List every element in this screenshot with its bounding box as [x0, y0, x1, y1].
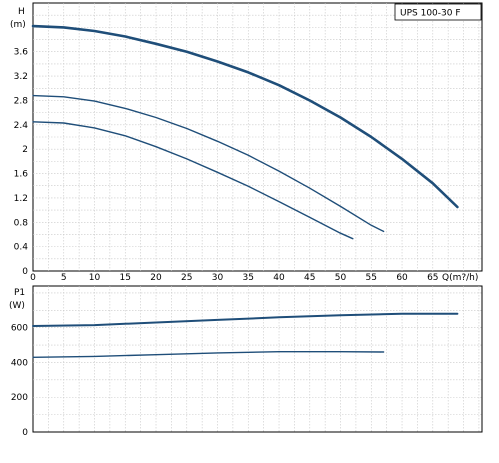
power-grid — [33, 286, 482, 432]
flow-x-tick-label: 60 — [396, 273, 408, 283]
head-axis-label: H — [18, 7, 25, 17]
title-box — [394, 3, 482, 21]
flow-x-tick-label: 35 — [243, 273, 254, 283]
power-y-tick-label: 600 — [11, 324, 28, 334]
flow-x-tick-label: 10 — [89, 273, 101, 283]
flow-x-tick-label: 0 — [30, 273, 36, 283]
power-y-tick-label: 0 — [22, 428, 28, 438]
head-axis-unit: (m) — [10, 20, 26, 30]
flow-x-tick-label: 45 — [304, 273, 315, 283]
flow-axis-label: Q(m?/h) — [442, 273, 478, 283]
flow-x-tick-label: 55 — [366, 273, 377, 283]
power-y-tick-label: 200 — [11, 393, 28, 403]
head-y-ticks: 0 0.4 0.8 1.2 1.6 2 2.4 2.8 3.2 3.6 — [14, 48, 29, 277]
head-y-tick-label: 3.6 — [14, 48, 29, 58]
head-curve-1 — [31, 24, 459, 209]
power-curve-panel: 0 200 400 600 P1 (W) — [9, 285, 483, 438]
power-axis-label: P1 — [14, 288, 25, 298]
flow-x-tick-label: 20 — [150, 273, 162, 283]
power-y-tick-label: 400 — [11, 358, 28, 368]
head-curve-2 — [32, 94, 385, 233]
power-plot-frame — [32, 285, 483, 433]
flow-x-tick-label: 30 — [212, 273, 224, 283]
head-y-tick-label: 2.8 — [14, 96, 29, 106]
chart-title: UPS 100-30 F — [400, 9, 461, 19]
head-grid — [33, 3, 482, 271]
flow-x-tick-label: 5 — [61, 273, 67, 283]
head-y-tick-label: 2 — [22, 145, 28, 155]
head-x-ticks: 0 5 10 15 20 25 30 35 40 45 50 55 60 65 — [30, 273, 438, 283]
power-curve-1 — [32, 312, 459, 327]
head-y-tick-label: 1.2 — [14, 194, 28, 204]
power-y-ticks: 0 200 400 600 — [11, 324, 28, 438]
head-y-tick-label: 2.4 — [14, 121, 29, 131]
head-y-tick-label: 3.2 — [14, 72, 28, 82]
head-plot-frame — [32, 2, 483, 272]
flow-x-tick-label: 15 — [120, 273, 131, 283]
flow-x-tick-label: 25 — [181, 273, 192, 283]
power-series — [32, 312, 459, 358]
head-y-tick-label: 0.8 — [14, 218, 29, 228]
head-y-tick-label: 0.4 — [14, 243, 29, 253]
head-series — [31, 24, 459, 240]
head-y-tick-label: 1.6 — [14, 170, 29, 180]
flow-x-tick-label: 40 — [273, 273, 285, 283]
head-curve-panel: 0 0.4 0.8 1.2 1.6 2 2.4 2.8 3.2 3.6 0 5 10 15 20 25 30 3… — [10, 2, 483, 283]
flow-x-tick-label: 65 — [427, 273, 438, 283]
power-axis-unit: (W) — [9, 301, 25, 311]
head-y-tick-label: 0 — [22, 267, 28, 277]
power-curve-2 — [32, 351, 385, 358]
flow-x-tick-label: 50 — [335, 273, 347, 283]
head-curve-3 — [32, 121, 354, 240]
